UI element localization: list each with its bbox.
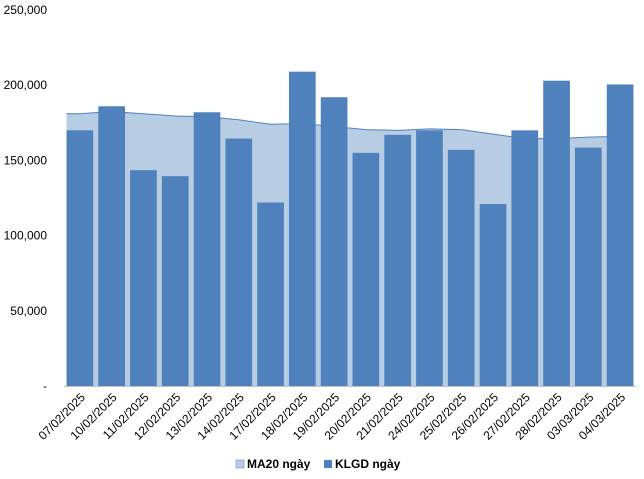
legend-swatch-ma20 — [235, 459, 245, 469]
klgd-bar — [416, 130, 443, 386]
klgd-bar — [479, 204, 507, 386]
y-tick-label: 250,000 — [4, 3, 48, 17]
legend: MA20 ngày KLGD ngày — [235, 457, 401, 471]
y-tick-label: 200,000 — [4, 78, 48, 92]
klgd-bar — [447, 149, 475, 386]
legend-label-ma20: MA20 ngày — [247, 457, 311, 471]
klgd-bar — [257, 202, 284, 386]
y-tick-label: 50,000 — [10, 304, 47, 318]
klgd-bar — [574, 147, 602, 386]
klgd-bar — [98, 106, 126, 387]
klgd-bar — [320, 97, 348, 387]
x-axis: 07/02/202510/02/202511/02/202512/02/2025… — [36, 386, 636, 443]
legend-swatch-klgd — [324, 460, 332, 468]
klgd-bar — [606, 84, 634, 386]
y-tick-label: 150,000 — [4, 153, 48, 167]
klgd-bar — [288, 71, 316, 386]
klgd-bar — [384, 134, 412, 386]
legend-label-klgd: KLGD ngày — [335, 457, 401, 471]
y-tick-label: - — [43, 379, 47, 393]
klgd-bar — [225, 138, 253, 386]
klgd-bar — [130, 170, 157, 386]
klgd-bar-layer — [66, 71, 634, 387]
klgd-bar — [193, 112, 221, 386]
y-axis: - 50,000 100,000 150,000 200,000 250,000 — [4, 3, 48, 393]
y-tick-label: 100,000 — [4, 229, 48, 243]
klgd-bar — [352, 152, 380, 386]
klgd-bar — [66, 130, 94, 386]
klgd-bar — [161, 176, 189, 386]
klgd-bar — [543, 80, 570, 387]
klgd-bar — [511, 130, 539, 386]
